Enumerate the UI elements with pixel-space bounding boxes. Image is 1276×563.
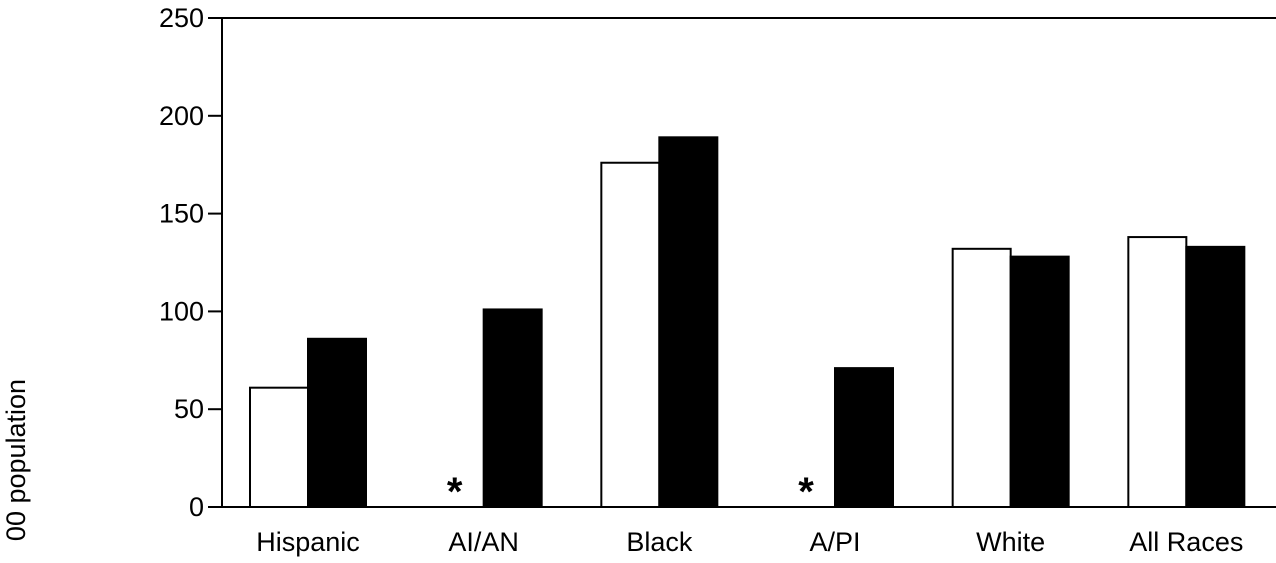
bar-white-series-2 [1009,255,1070,508]
bar-all-races-series-2 [1185,245,1246,509]
y-tick-label: 0 [189,492,204,522]
x-category-label: A/PI [809,527,860,557]
x-category-label: White [976,527,1045,557]
x-category-label: All Races [1129,527,1243,557]
y-tick-label: 50 [174,394,204,424]
y-tick-label: 150 [159,199,204,229]
bar-a-pi-series-2 [834,367,894,508]
x-category-label: AI/AN [448,527,519,557]
y-axis-title: 00 population [1,379,31,541]
x-category-label: Hispanic [256,527,360,557]
x-axis: Hispanic AI/AN Black A/PI White All Races [256,527,1243,557]
x-category-label: Black [626,527,693,557]
bar-white-series-1 [951,247,1012,508]
bars: * * [249,136,1246,514]
y-axis: 0 50 100 150 200 250 [159,3,222,522]
bar-hispanic-series-2 [307,337,367,508]
missing-data-marker: * [798,470,814,514]
bar-all-races-series-1 [1127,236,1188,509]
y-tick-label: 200 [159,101,204,131]
bar-black-series-1 [600,161,661,509]
bar-hispanic-series-1 [249,386,309,508]
y-tick-label: 100 [159,296,204,326]
bar-ai-an-series-2 [482,308,543,508]
y-tick-label: 250 [159,3,204,33]
missing-data-marker: * [447,470,463,514]
plot-frame [221,17,1276,508]
bar-black-series-2 [658,136,719,508]
